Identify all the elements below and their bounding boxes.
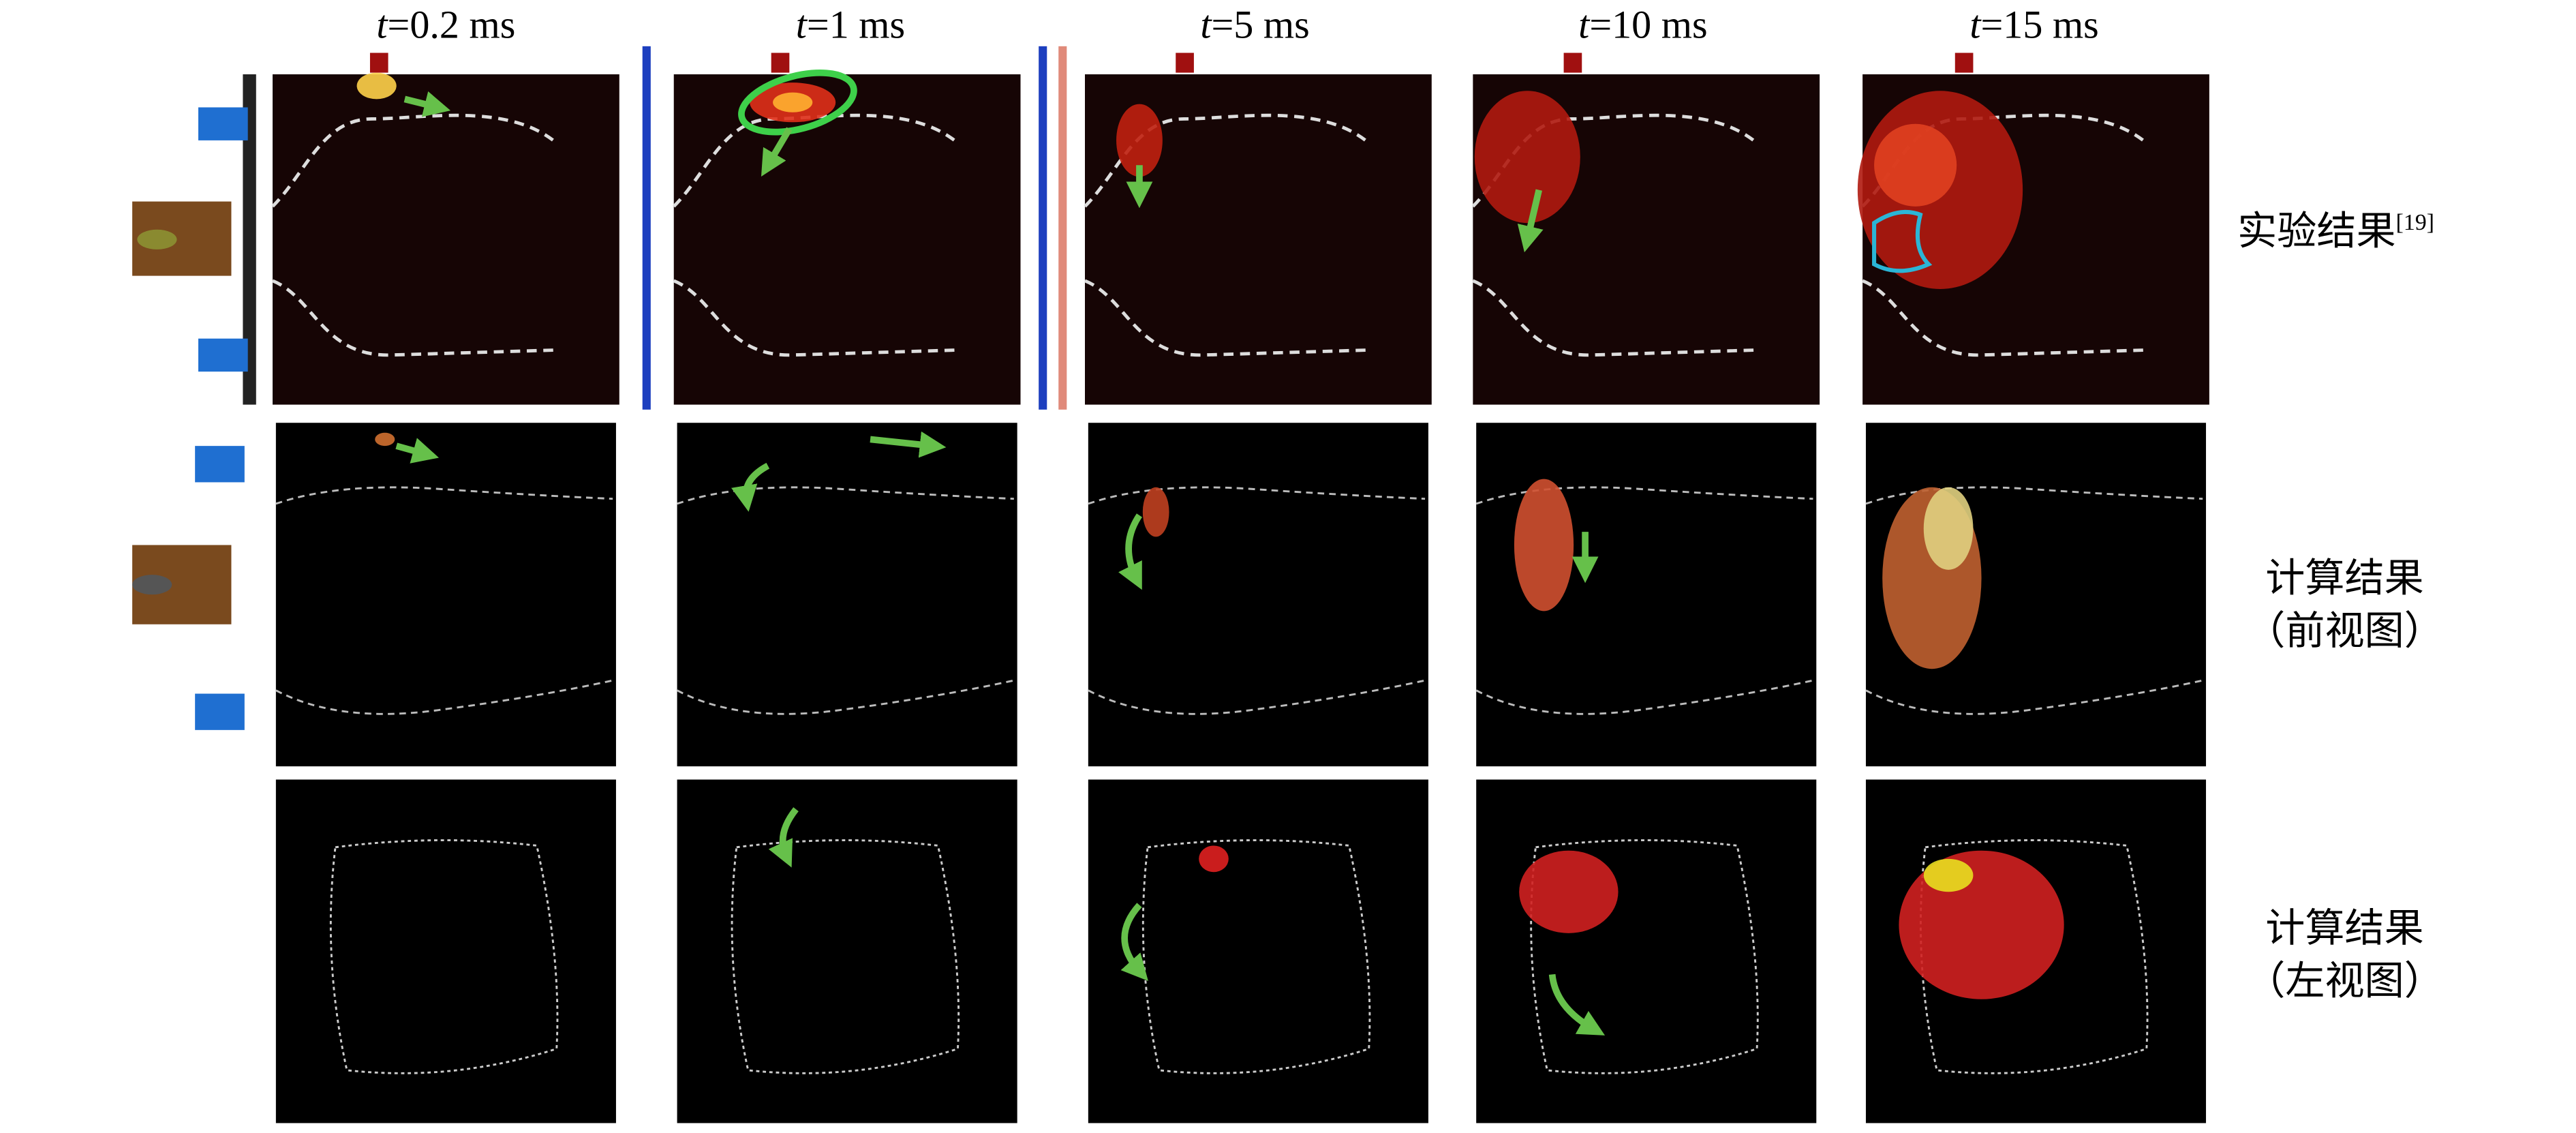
highlight xyxy=(738,69,857,136)
flame-boundary xyxy=(1862,279,2144,357)
variable: t xyxy=(1578,3,1591,47)
front-view-panel xyxy=(677,423,1017,767)
separator xyxy=(1058,46,1067,410)
row-label: 实验结果[19] xyxy=(2237,209,2434,254)
flame xyxy=(1514,479,1574,611)
variable: t xyxy=(796,3,808,47)
separator xyxy=(1039,46,1047,410)
time: =10 ms xyxy=(1589,3,1707,47)
flame xyxy=(773,92,813,112)
schematics xyxy=(132,46,1067,730)
column-header: t=0.2 ms xyxy=(376,3,515,47)
variable: t xyxy=(1969,3,1982,47)
reference: [19] xyxy=(2396,210,2434,235)
flame-boundary xyxy=(673,279,955,357)
front-view-panel xyxy=(1088,423,1428,767)
swirler xyxy=(195,446,245,483)
labels: 实验结果[19] 计算结果 （前视图） 计算结果 （左视图） t=0.2 ms t… xyxy=(376,3,2443,1003)
column-header: t=5 ms xyxy=(1200,3,1309,47)
motion-arrow xyxy=(731,462,770,512)
swirler xyxy=(198,338,248,372)
variable: t xyxy=(376,3,388,47)
chamber-outline xyxy=(1530,839,1759,1074)
flame-boundary xyxy=(677,486,1014,505)
time: =5 ms xyxy=(1212,3,1310,47)
flame xyxy=(375,432,395,447)
row-title: 计算结果 xyxy=(2265,556,2424,600)
experiment-panel xyxy=(673,74,1021,405)
column-header: t=1 ms xyxy=(796,3,905,47)
marker xyxy=(369,52,388,73)
flame xyxy=(1923,487,1974,570)
flame xyxy=(1874,123,1957,207)
chamber-outline xyxy=(329,839,559,1074)
flame-boundary xyxy=(1088,679,1426,715)
motion-arrow xyxy=(870,431,947,458)
panels xyxy=(271,52,2209,1123)
row-subtitle: （前视图） xyxy=(2245,609,2444,653)
flame-boundary xyxy=(676,679,1015,715)
nozzle xyxy=(137,229,177,250)
flame-boundary xyxy=(1084,113,1367,208)
chamber-outline xyxy=(1920,839,2149,1074)
time: =0.2 ms xyxy=(388,3,516,47)
flame-boundary xyxy=(1088,486,1426,505)
flame-boundary xyxy=(1475,486,1813,505)
left-view-panel xyxy=(1088,779,1428,1123)
flame xyxy=(1923,858,1974,892)
motion-arrow xyxy=(761,127,793,177)
nozzle xyxy=(132,575,172,595)
time: =15 ms xyxy=(1981,3,2099,47)
motion-arrow xyxy=(1548,973,1606,1036)
flame-boundary xyxy=(1865,486,2203,505)
motion-arrow xyxy=(1517,189,1544,253)
flame xyxy=(1899,850,2064,999)
marker xyxy=(1176,52,1194,73)
flame-boundary xyxy=(1475,679,1813,715)
separator xyxy=(642,46,651,410)
flame-boundary xyxy=(1865,679,2203,715)
marker xyxy=(1563,52,1582,73)
flame xyxy=(1474,91,1580,224)
row-subtitle: （左视图） xyxy=(2245,958,2444,1003)
chamber-outline xyxy=(731,839,960,1074)
flame-boundary xyxy=(275,679,613,715)
row-title: 实验结果 xyxy=(2237,209,2396,254)
wall xyxy=(243,74,256,405)
flame xyxy=(356,72,397,100)
flame-boundary xyxy=(275,486,613,505)
marker xyxy=(771,52,790,73)
column-header: t=15 ms xyxy=(1969,3,2098,47)
flame xyxy=(1519,850,1619,933)
flame xyxy=(1116,104,1163,177)
left-view-panel xyxy=(677,779,1017,1123)
swirler xyxy=(195,693,245,730)
motion-arrow xyxy=(395,438,440,464)
motion-arrow xyxy=(403,91,451,117)
flame xyxy=(1199,845,1229,873)
left-view-panel xyxy=(275,779,616,1123)
marker xyxy=(1954,52,1974,73)
left-view-panel xyxy=(1476,779,1817,1123)
column-header: t=10 ms xyxy=(1578,3,1707,47)
highlight xyxy=(1872,209,1933,273)
swirler xyxy=(198,107,248,140)
flame-boundary xyxy=(1084,279,1366,357)
flame-boundary xyxy=(1472,279,1754,357)
flame-boundary xyxy=(271,113,555,208)
motion-arrow xyxy=(1118,513,1143,590)
front-view-panel xyxy=(275,423,616,767)
motion-arrow xyxy=(1120,903,1148,981)
motion-arrow xyxy=(768,807,799,868)
flame-boundary xyxy=(1471,113,1755,208)
row-title: 计算结果 xyxy=(2265,906,2424,950)
chamber-outline xyxy=(1141,839,1371,1074)
variable: t xyxy=(1200,3,1212,47)
flame xyxy=(1142,487,1169,537)
flame-boundary xyxy=(272,279,553,357)
experiment-panel xyxy=(273,74,619,405)
time: =1 ms xyxy=(807,3,905,47)
